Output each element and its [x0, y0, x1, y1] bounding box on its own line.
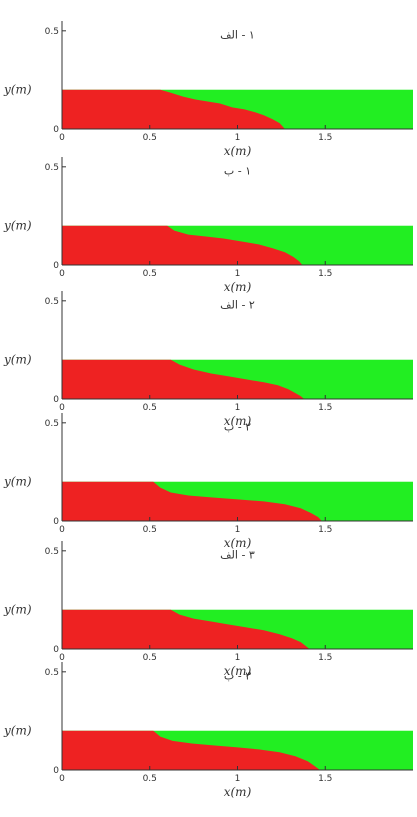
panel-title: ۱ - ب: [224, 165, 251, 178]
x-tick-label: 1: [235, 653, 241, 663]
y-tick-label: 0.5: [45, 547, 59, 557]
x-tick-label: 0.5: [143, 774, 157, 784]
x-axis-label: x(m): [224, 280, 252, 294]
panel-title: ۱ - الف: [220, 29, 255, 42]
x-tick-label: 0: [59, 133, 65, 143]
y-axis-label: y(m): [3, 475, 32, 489]
x-tick-label: 0: [59, 774, 65, 784]
y-tick-label: 0: [53, 517, 59, 527]
x-axis-label: x(m): [224, 536, 252, 550]
x-tick-label: 1.5: [318, 269, 332, 279]
x-tick-label: 1: [235, 269, 241, 279]
x-tick-label: 1: [235, 133, 241, 143]
y-tick-label: 0.5: [45, 163, 59, 173]
y-tick-label: 0: [53, 261, 59, 271]
fluid-red-region: [62, 609, 310, 649]
panel-1: 0 0.5 1 1.5 0 0.5 x(m) y(m) ۱ - الف: [3, 21, 413, 158]
y-tick-label: 0: [53, 395, 59, 405]
panel-title: ۲ - الف: [220, 299, 255, 312]
panel-2: 0 0.5 1 1.5 0 0.5 x(m) y(m) ۱ - ب: [3, 157, 413, 294]
x-tick-label: 0.5: [143, 133, 157, 143]
x-tick-label: 0.5: [143, 269, 157, 279]
x-tick-label: 1: [235, 403, 241, 413]
y-tick-label: 0.5: [45, 668, 59, 678]
fluid-red-region: [62, 225, 303, 265]
fluid-red-region: [62, 89, 285, 129]
x-tick-label: 1.5: [318, 653, 332, 663]
x-tick-label: 0: [59, 653, 65, 663]
x-tick-label: 0.5: [143, 403, 157, 413]
x-axis-label: x(m): [224, 414, 252, 428]
panel-title: ۳ - الف: [220, 549, 255, 562]
x-tick-label: 1.5: [318, 525, 332, 535]
x-tick-label: 0.5: [143, 525, 157, 535]
panel-title: ۳ - ب: [224, 670, 251, 683]
x-tick-label: 1: [235, 525, 241, 535]
fluid-red-region: [62, 730, 320, 770]
panel-title: ۲ - ب: [224, 421, 251, 434]
x-axis-label: x(m): [224, 664, 252, 678]
x-tick-label: 0: [59, 525, 65, 535]
x-tick-label: 0.5: [143, 653, 157, 663]
x-tick-label: 1.5: [318, 133, 332, 143]
y-tick-label: 0: [53, 766, 59, 776]
x-axis-label: x(m): [224, 785, 252, 799]
x-tick-label: 0: [59, 403, 65, 413]
y-tick-label: 0.5: [45, 27, 59, 37]
panel-3: 0 0.5 1 1.500.5x(m)y(m)۲ - الف: [3, 291, 413, 428]
x-tick-label: 0: [59, 269, 65, 279]
panel-6: 0 0.5 1 1.5 0 0.5 x(m) y(m) ۳ - ب: [3, 662, 413, 799]
y-tick-label: 0.5: [45, 419, 59, 429]
x-axis-label: x(m): [224, 144, 252, 158]
fluid-red-region: [62, 359, 305, 399]
x-tick-label: 1.5: [318, 403, 332, 413]
y-axis-label: y(m): [3, 724, 32, 738]
y-axis-label: y(m): [3, 353, 32, 367]
y-axis-label: y(m): [3, 603, 32, 617]
y-axis-label: y(m): [3, 219, 32, 233]
x-tick-label: 1: [235, 774, 241, 784]
y-tick-label: 0: [53, 645, 59, 655]
panel-5: 0 0.5 1 1.500.5x(m)y(m)۳ - الف: [3, 541, 413, 678]
y-tick-label: 0: [53, 125, 59, 135]
panel-4: 0 0.5 1 1.5 0 0.5 x(m) y(m) ۲ - ب: [3, 413, 413, 550]
y-tick-label: 0.5: [45, 297, 59, 307]
y-axis-label: y(m): [3, 83, 32, 97]
fluid-red-region: [62, 481, 322, 521]
x-tick-label: 1.5: [318, 774, 332, 784]
